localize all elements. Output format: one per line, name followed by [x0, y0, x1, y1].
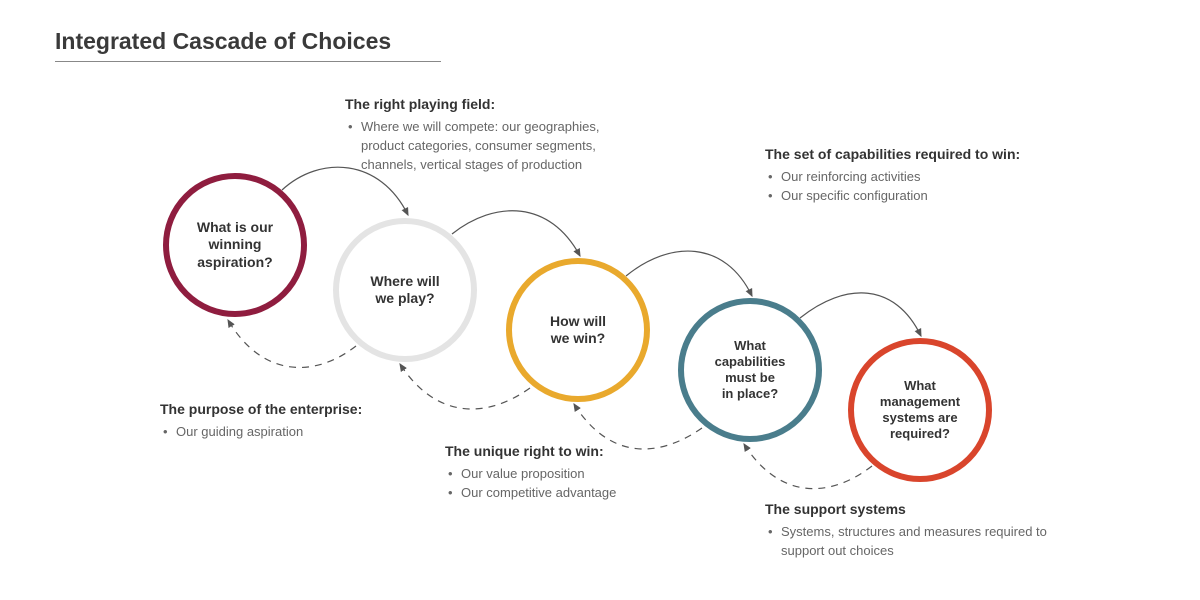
circle-how: How will we win?: [506, 258, 650, 402]
circle-label-aspiration: What is our winning aspiration?: [185, 219, 285, 272]
annotation-bullet: Our guiding aspiration: [160, 423, 420, 442]
circle-systems: What management systems are required?: [848, 338, 992, 482]
annotation-list-systems: Systems, structures and measures require…: [765, 523, 1085, 561]
annotation-list-where: Where we will compete: our geographies, …: [345, 118, 645, 175]
annotation-heading-systems: The support systems: [765, 500, 1085, 519]
forward-arrow-how-capabilities: [626, 251, 752, 296]
forward-arrow-where-how: [452, 211, 580, 256]
circle-label-capabilities: What capabilities must be in place?: [703, 338, 798, 403]
annotation-bullet: Systems, structures and measures require…: [765, 523, 1085, 561]
circle-label-how: How will we win?: [538, 313, 618, 348]
annotation-list-capabilities: Our reinforcing activitiesOur specific c…: [765, 168, 1025, 206]
circle-where: Where will we play?: [333, 218, 477, 362]
cascade-diagram: What is our winning aspiration? Where wil…: [0, 0, 1200, 600]
annotation-bullet: Where we will compete: our geographies, …: [345, 118, 645, 175]
forward-arrow-capabilities-systems: [800, 293, 921, 336]
annotation-aspiration: The purpose of the enterprise: Our guidin…: [160, 400, 420, 442]
annotation-list-aspiration: Our guiding aspiration: [160, 423, 420, 442]
annotation-capabilities: The set of capabilities required to win:…: [765, 145, 1025, 206]
annotation-heading-where: The right playing field:: [345, 95, 645, 114]
circle-aspiration: What is our winning aspiration?: [163, 173, 307, 317]
annotation-heading-how: The unique right to win:: [445, 442, 705, 461]
annotation-bullet: Our reinforcing activities: [765, 168, 1025, 187]
back-arrow-where-aspiration: [228, 320, 356, 367]
annotation-bullet: Our specific configuration: [765, 187, 1025, 206]
annotation-systems: The support systems Systems, structures a…: [765, 500, 1085, 561]
annotation-how: The unique right to win: Our value propos…: [445, 442, 705, 503]
back-arrow-systems-capabilities: [744, 444, 872, 489]
circle-label-where: Where will we play?: [358, 273, 451, 308]
annotation-list-how: Our value propositionOur competitive adv…: [445, 465, 705, 503]
annotation-where: The right playing field: Where we will co…: [345, 95, 645, 174]
annotation-bullet: Our competitive advantage: [445, 484, 705, 503]
circle-label-systems: What management systems are required?: [868, 378, 972, 443]
annotation-heading-aspiration: The purpose of the enterprise:: [160, 400, 420, 419]
circle-capabilities: What capabilities must be in place?: [678, 298, 822, 442]
annotation-heading-capabilities: The set of capabilities required to win:: [765, 145, 1025, 164]
annotation-bullet: Our value proposition: [445, 465, 705, 484]
